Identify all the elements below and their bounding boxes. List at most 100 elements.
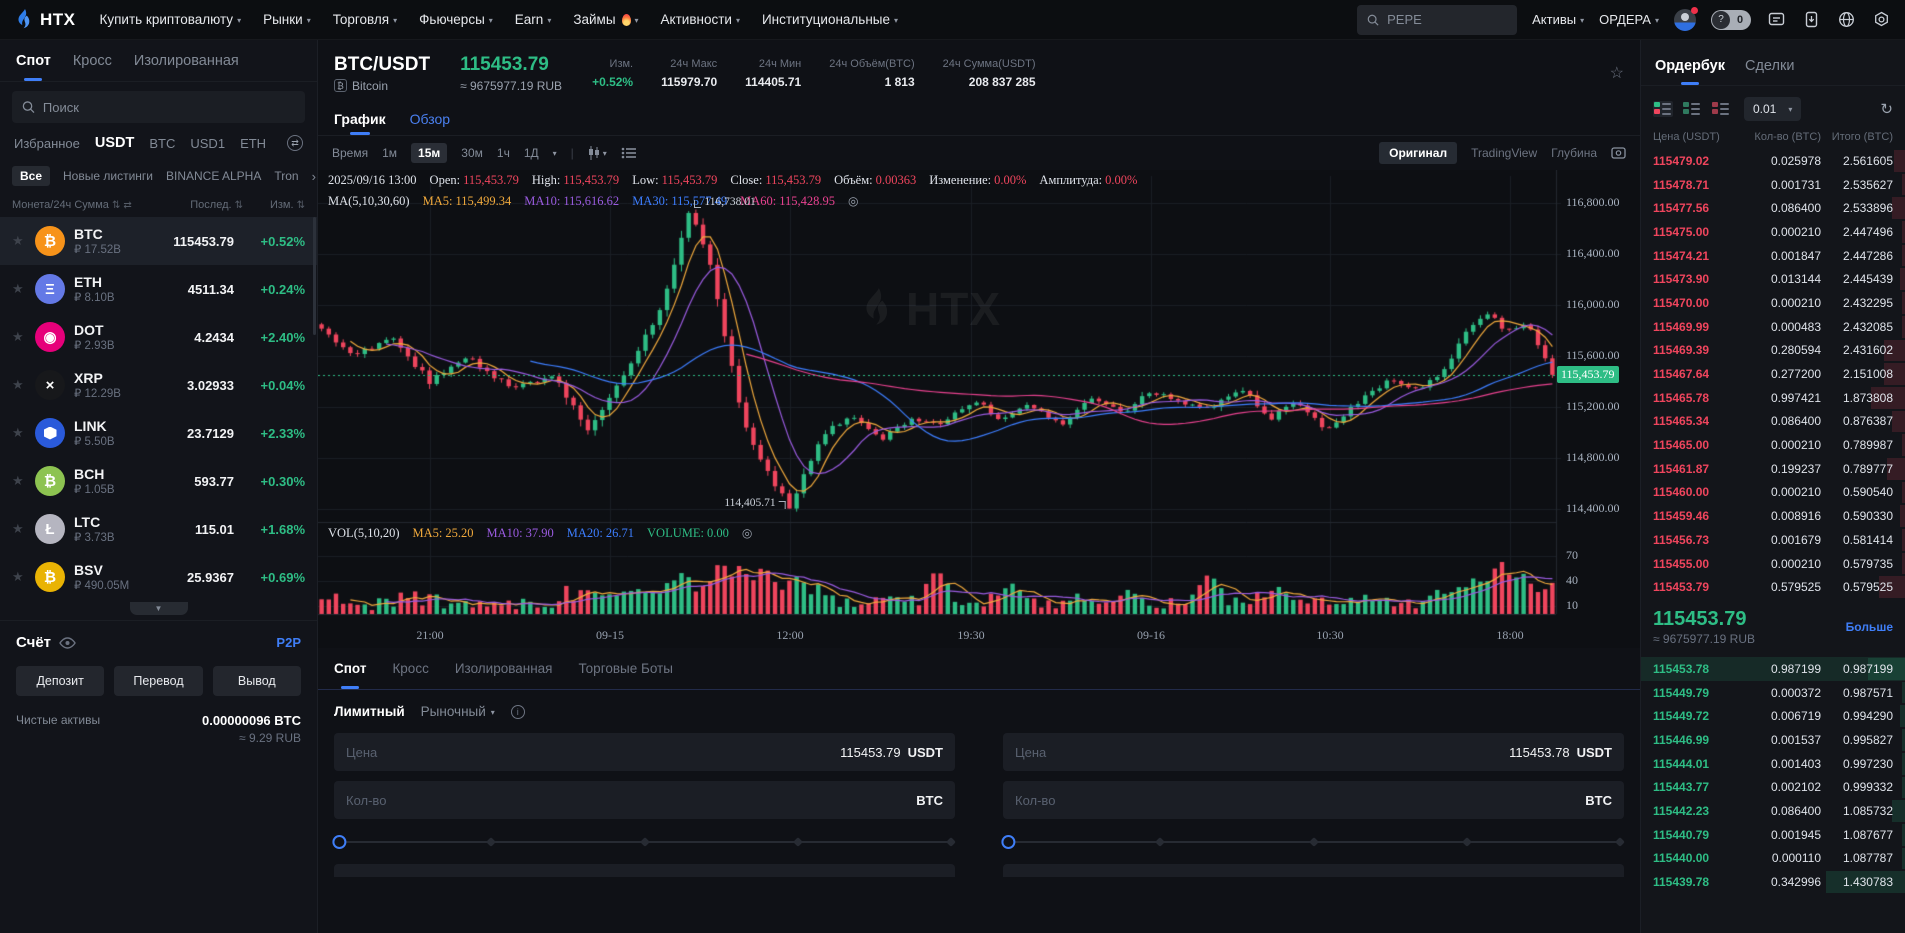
ask-row-15[interactable]: 115459.46 0.008916 0.590330 [1641, 504, 1905, 528]
settings-icon[interactable] [1871, 10, 1891, 30]
interval-1Д[interactable]: 1Д [523, 146, 539, 160]
bid-row-6[interactable]: 115442.23 0.086400 1.085732 [1641, 799, 1905, 823]
info-icon[interactable]: i [510, 704, 525, 719]
candle-style-button[interactable]: ▾ [588, 146, 607, 160]
chart-canvas[interactable] [318, 170, 1638, 648]
trade-tab-3[interactable]: Торговые Боты [578, 661, 673, 676]
quote-tab-eth[interactable]: ETH [240, 135, 267, 151]
assets-menu[interactable]: Активы ▾ [1532, 12, 1585, 27]
eye-icon[interactable] [59, 636, 76, 649]
app-download-icon[interactable] [1801, 10, 1821, 30]
sort-last[interactable]: Послед. ⇅ [190, 199, 243, 211]
ask-row-9[interactable]: 115467.64 0.277200 2.151008 [1641, 362, 1905, 386]
slider-handle[interactable] [1001, 835, 1016, 849]
view-tab-1[interactable]: TradingView [1471, 146, 1538, 160]
indicators-button[interactable] [621, 147, 636, 159]
chart-tab-0[interactable]: График [334, 102, 386, 135]
interval-1ч[interactable]: 1ч [496, 146, 510, 160]
coin-row-bch[interactable]: ★ ₿ BCH ₽ 1.05B 593.77 +0.30% [0, 457, 317, 505]
interval-1м[interactable]: 1м [382, 146, 398, 160]
star-icon[interactable]: ★ [12, 425, 24, 440]
star-icon[interactable]: ★ [12, 233, 24, 248]
category-3[interactable]: Tron [274, 169, 299, 183]
account-button-2[interactable]: Вывод [212, 666, 301, 696]
coin-search[interactable] [12, 91, 305, 123]
coin-search-input[interactable] [42, 99, 295, 115]
trade-tab-2[interactable]: Изолированная [454, 661, 553, 676]
nav-item-3[interactable]: Фьючерсы ▾ [419, 12, 493, 27]
interval-15м[interactable]: 15м [411, 143, 448, 163]
ask-row-18[interactable]: 115453.79 0.579525 0.579525 [1641, 575, 1905, 599]
convert-toggle-icon[interactable]: ⇄ [287, 135, 303, 151]
sell-qty-field[interactable]: Кол-во BTC [1003, 781, 1624, 819]
global-search[interactable] [1357, 4, 1518, 35]
refresh-icon[interactable]: ↻ [1880, 101, 1893, 118]
star-icon[interactable]: ★ [12, 281, 24, 296]
ask-row-13[interactable]: 115461.87 0.199237 0.789777 [1641, 457, 1905, 481]
sidebar-tab-2[interactable]: Изолированная [133, 52, 239, 69]
star-icon[interactable]: ★ [12, 473, 24, 488]
book-view-asks-icon[interactable] [1711, 101, 1731, 117]
trade-tab-1[interactable]: Кросс [392, 661, 429, 676]
sidebar-tab-1[interactable]: Кросс [72, 52, 112, 69]
orderbook-tab-0[interactable]: Ордербук [1655, 46, 1725, 85]
buy-total-field[interactable] [334, 864, 955, 877]
collapse-list-button[interactable]: ▼ [129, 602, 188, 615]
quote-tab-usd1[interactable]: USD1 [190, 135, 226, 151]
ask-row-4[interactable]: 115474.21 0.001847 2.447286 [1641, 244, 1905, 268]
ask-row-16[interactable]: 115456.73 0.001679 0.581414 [1641, 528, 1905, 552]
ask-row-12[interactable]: 115465.00 0.000210 0.789987 [1641, 433, 1905, 457]
ask-row-6[interactable]: 115470.00 0.000210 2.432295 [1641, 291, 1905, 315]
globe-icon[interactable] [1836, 10, 1856, 30]
nav-item-6[interactable]: Активности ▾ [661, 12, 740, 27]
account-button-0[interactable]: Депозит [16, 666, 105, 696]
nav-item-4[interactable]: Earn ▾ [515, 12, 552, 27]
user-avatar[interactable] [1674, 6, 1698, 31]
buy-amount-slider[interactable] [332, 829, 956, 855]
bid-row-5[interactable]: 115443.77 0.002102 0.999332 [1641, 776, 1905, 800]
book-view-bids-icon[interactable] [1682, 101, 1702, 117]
ask-row-7[interactable]: 115469.99 0.000483 2.432085 [1641, 315, 1905, 339]
ask-row-5[interactable]: 115473.90 0.013144 2.445439 [1641, 267, 1905, 291]
account-button-1[interactable]: Перевод [114, 666, 203, 696]
search-input[interactable] [1387, 12, 1508, 27]
quote-tab-usdt[interactable]: USDT [94, 135, 135, 151]
ask-row-0[interactable]: 115479.02 0.025978 2.561605 [1641, 149, 1905, 173]
star-icon[interactable]: ★ [12, 569, 24, 584]
view-tab-2[interactable]: Глубина [1551, 146, 1597, 160]
interval-Время[interactable]: Время [332, 146, 369, 160]
nav-item-5[interactable]: Займы ▾ [573, 12, 638, 27]
bid-row-8[interactable]: 115440.00 0.000110 1.087787 [1641, 847, 1905, 871]
list-scrollbar[interactable] [313, 217, 316, 335]
chat-icon[interactable] [1766, 10, 1786, 30]
sell-amount-slider[interactable] [1001, 829, 1625, 855]
bid-row-3[interactable]: 115446.99 0.001537 0.995827 [1641, 728, 1905, 752]
coin-row-ltc[interactable]: ★ Ł LTC ₽ 3.73B 115.01 +1.68% [0, 505, 317, 553]
nav-item-1[interactable]: Рынки ▾ [263, 12, 311, 27]
chevron-down-icon[interactable]: ▾ [552, 149, 557, 158]
buy-price-field[interactable]: Цена 115453.79 USDT [334, 733, 955, 771]
quote-tab-btc[interactable]: BTC [149, 135, 176, 151]
coin-row-dot[interactable]: ★ ◉ DOT ₽ 2.93B 4.2434 +2.40% [0, 313, 317, 361]
precision-select[interactable]: 0.01 ▾ [1744, 97, 1802, 121]
bid-row-7[interactable]: 115440.79 0.001945 1.087677 [1641, 823, 1905, 847]
ask-row-8[interactable]: 115469.39 0.280594 2.431602 [1641, 339, 1905, 363]
p2p-link[interactable]: P2P [276, 635, 301, 650]
slider-handle[interactable] [332, 835, 347, 849]
ask-row-2[interactable]: 115477.56 0.086400 2.533896 [1641, 196, 1905, 220]
market-order-tab[interactable]: Рыночный ▾ [420, 704, 495, 719]
orderbook-tab-1[interactable]: Сделки [1745, 57, 1795, 74]
buy-qty-field[interactable]: Кол-во BTC [334, 781, 955, 819]
ask-row-11[interactable]: 115465.34 0.086400 0.876387 [1641, 410, 1905, 434]
sell-price-field[interactable]: Цена 115453.78 USDT [1003, 733, 1624, 771]
visibility-eye-icon[interactable]: ◎ [848, 194, 859, 208]
quote-tab-избранное[interactable]: Избранное [14, 135, 80, 151]
coin-row-bsv[interactable]: ★ ₿ BSV ₽ 490.05M 25.9367 +0.69% [0, 553, 317, 601]
ask-row-17[interactable]: 115455.00 0.000210 0.579735 [1641, 552, 1905, 576]
bid-row-9[interactable]: 115439.78 0.342996 1.430783 [1641, 870, 1905, 894]
interval-30м[interactable]: 30м [461, 146, 483, 160]
visibility-eye-icon[interactable]: ◎ [741, 526, 753, 540]
ask-row-1[interactable]: 115478.71 0.001731 2.535627 [1641, 173, 1905, 197]
orders-menu[interactable]: ОРДЕРА ▾ [1599, 12, 1659, 27]
star-icon[interactable]: ★ [12, 329, 24, 344]
